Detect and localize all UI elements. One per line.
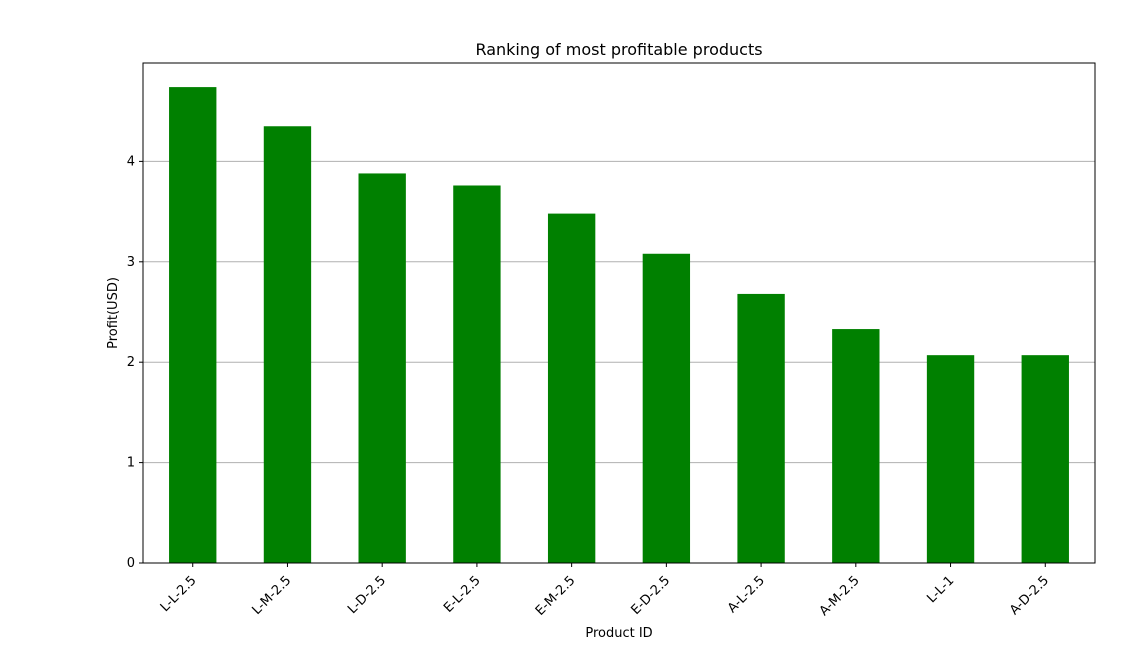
y-tick-label: 4 bbox=[127, 154, 135, 169]
bar-L-D-2.5 bbox=[358, 173, 406, 563]
x-axis: L-L-2.5 L-M-2.5 L-D-2.5 E-L-2.5 E-M-2.5 E-D-2… bbox=[158, 563, 1052, 619]
bar-A-L-2.5 bbox=[737, 293, 785, 563]
bar-E-M-2.5 bbox=[547, 213, 596, 563]
y-tick-label: 2 bbox=[127, 355, 135, 370]
bar-E-L-2.5 bbox=[453, 185, 501, 563]
x-tick-label: E-L-2.5 bbox=[441, 573, 484, 616]
y-tick-label: 3 bbox=[127, 255, 135, 270]
x-tick-label: A-M-2.5 bbox=[817, 573, 863, 619]
x-tick-label: E-M-2.5 bbox=[533, 573, 579, 619]
bar-A-D-2.5 bbox=[1021, 355, 1069, 563]
x-tick-label: E-D-2.5 bbox=[628, 573, 673, 618]
x-tick-label: L-L-2.5 bbox=[158, 573, 200, 615]
plot-frame bbox=[142, 62, 1096, 564]
bar-L-L-1 bbox=[926, 355, 975, 563]
bar-A-M-2.5 bbox=[832, 329, 880, 563]
chart-title: Ranking of most profitable products bbox=[475, 40, 762, 59]
x-tick-label: L-M-2.5 bbox=[250, 573, 295, 618]
y-tick-label: 0 bbox=[127, 556, 135, 571]
y-axis-label: Profit(USD) bbox=[106, 277, 121, 349]
bar-layer bbox=[169, 87, 1069, 564]
bar-L-L-2.5 bbox=[169, 87, 217, 564]
y-axis: 0 1 2 3 4 bbox=[127, 154, 143, 571]
x-tick-label: A-L-2.5 bbox=[725, 573, 768, 616]
x-tick-label: L-L-1 bbox=[924, 573, 957, 606]
x-tick-label: L-D-2.5 bbox=[345, 573, 389, 617]
bar-L-M-2.5 bbox=[263, 126, 312, 563]
y-tick-label: 1 bbox=[127, 456, 135, 471]
x-tick-label: A-D-2.5 bbox=[1007, 573, 1052, 618]
x-axis-label: Product ID bbox=[585, 626, 652, 641]
bar-E-D-2.5 bbox=[642, 253, 691, 563]
